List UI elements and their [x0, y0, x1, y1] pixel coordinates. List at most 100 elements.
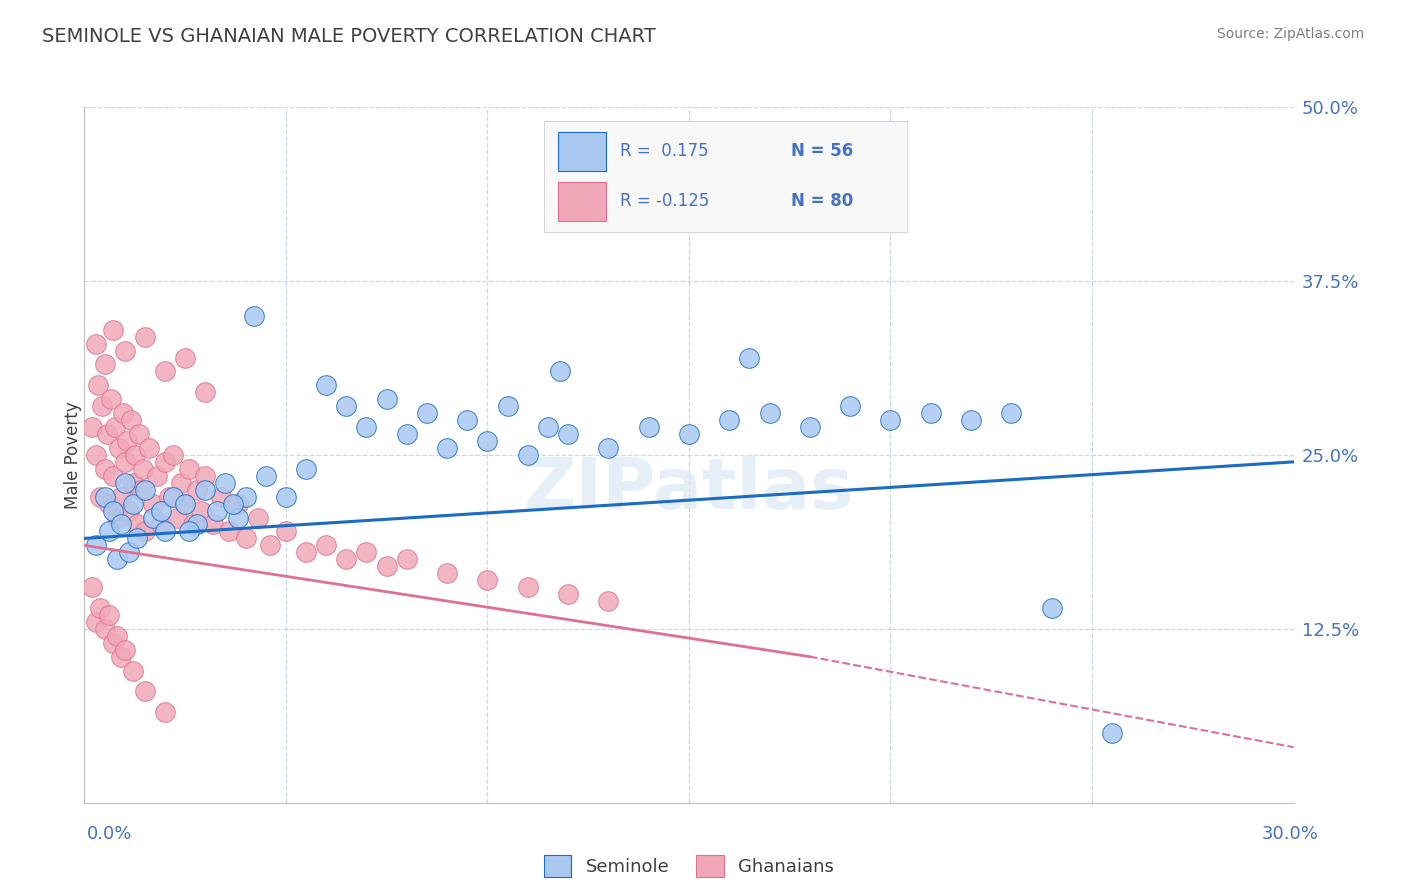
Point — [202, 517, 225, 532]
Point — [335, 399, 357, 413]
Point — [96, 427, 118, 442]
Point — [124, 448, 146, 462]
Point — [162, 448, 184, 462]
Point — [274, 524, 297, 539]
Point — [146, 468, 169, 483]
Point — [101, 323, 124, 337]
Point — [157, 490, 180, 504]
Point — [153, 455, 176, 469]
Point — [128, 427, 150, 442]
Point — [86, 448, 108, 462]
Point — [395, 552, 418, 566]
Point — [82, 420, 104, 434]
Point — [235, 490, 257, 504]
Point — [97, 524, 120, 539]
Point — [91, 399, 114, 413]
Point — [758, 406, 780, 420]
Point — [436, 566, 458, 581]
Point — [125, 517, 148, 532]
Point — [375, 559, 398, 574]
Point — [254, 468, 277, 483]
Point — [335, 552, 357, 566]
Point — [799, 420, 821, 434]
Point — [179, 524, 201, 539]
Text: Source: ZipAtlas.com: Source: ZipAtlas.com — [1216, 27, 1364, 41]
Legend: Seminole, Ghanaians: Seminole, Ghanaians — [537, 847, 841, 884]
Point — [101, 503, 124, 517]
Point — [242, 309, 264, 323]
Point — [97, 497, 120, 511]
Point — [190, 503, 212, 517]
Point — [134, 483, 156, 497]
Point — [87, 378, 110, 392]
Point — [516, 448, 538, 462]
Point — [104, 420, 127, 434]
Point — [222, 497, 245, 511]
Point — [142, 497, 165, 511]
Point — [120, 413, 142, 427]
Point — [114, 475, 136, 490]
Point — [637, 420, 659, 434]
Point — [960, 413, 983, 427]
Point — [218, 524, 240, 539]
Point — [356, 420, 378, 434]
Point — [114, 642, 136, 657]
Point — [132, 462, 155, 476]
Point — [86, 336, 108, 351]
Point — [110, 490, 132, 504]
Point — [93, 490, 115, 504]
Point — [110, 649, 132, 664]
Point — [86, 615, 108, 629]
Point — [516, 580, 538, 594]
Point — [114, 455, 136, 469]
Point — [194, 468, 217, 483]
Point — [395, 427, 418, 442]
Point — [375, 392, 398, 407]
Point — [129, 483, 152, 497]
Point — [107, 441, 129, 455]
Point — [557, 587, 579, 601]
Point — [920, 406, 942, 420]
Point — [537, 420, 560, 434]
Point — [259, 538, 281, 552]
Point — [557, 427, 579, 442]
Point — [477, 434, 499, 448]
Point — [97, 607, 120, 622]
Point — [110, 517, 132, 532]
Point — [186, 483, 208, 497]
Point — [598, 594, 620, 608]
Point — [246, 510, 269, 524]
Point — [174, 497, 197, 511]
Point — [738, 351, 761, 365]
Point — [166, 510, 188, 524]
Text: 30.0%: 30.0% — [1263, 825, 1319, 843]
Point — [718, 413, 741, 427]
Point — [839, 399, 862, 413]
Point — [134, 684, 156, 698]
Point — [134, 524, 156, 539]
Point — [194, 385, 217, 400]
Point — [93, 358, 115, 372]
Point — [114, 343, 136, 358]
Point — [82, 580, 104, 594]
Point — [105, 552, 128, 566]
Point — [149, 517, 172, 532]
Point — [115, 434, 138, 448]
Point — [226, 497, 249, 511]
Text: 0.0%: 0.0% — [87, 825, 132, 843]
Point — [89, 601, 111, 615]
Point — [111, 406, 134, 420]
Point — [186, 517, 208, 532]
Point — [181, 517, 204, 532]
Point — [209, 490, 232, 504]
Point — [477, 573, 499, 587]
Point — [142, 510, 165, 524]
Point — [86, 538, 108, 552]
Point — [121, 475, 143, 490]
Point — [149, 503, 172, 517]
Point — [207, 503, 229, 517]
Point — [125, 532, 148, 546]
Point — [356, 545, 378, 559]
Point — [1000, 406, 1022, 420]
Point — [101, 468, 124, 483]
